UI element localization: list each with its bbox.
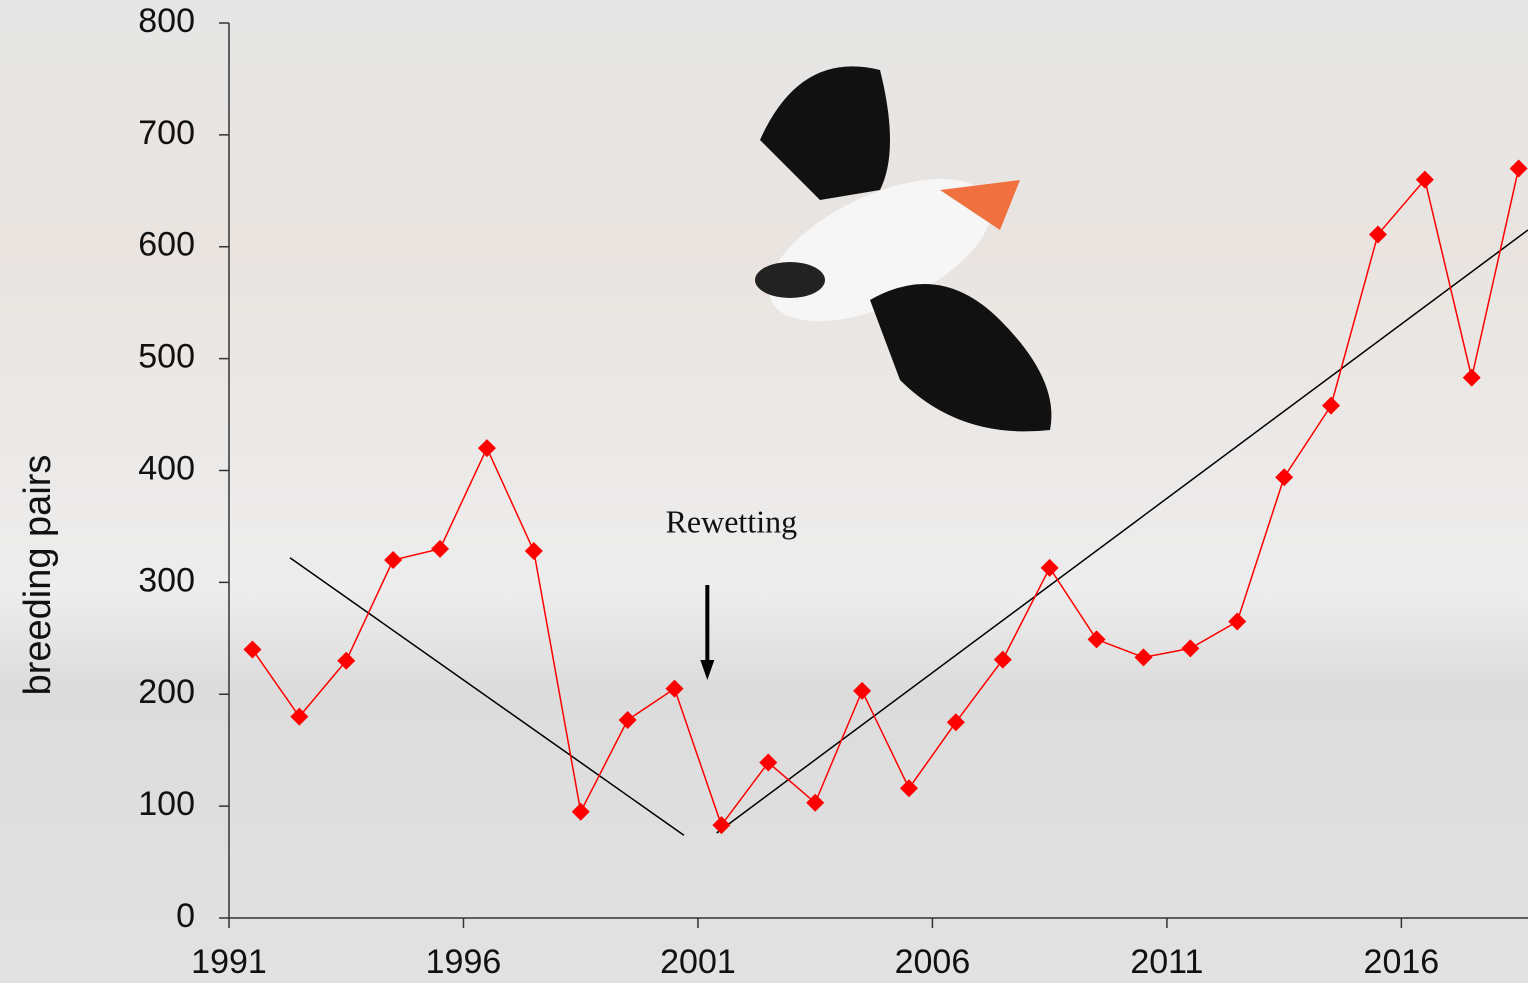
x-tick-label: 2016 (1364, 943, 1440, 981)
y-tick-label: 0 (176, 897, 195, 935)
y-tick-label: 600 (138, 226, 195, 264)
x-tick-label: 2001 (660, 943, 736, 981)
y-tick-label: 800 (138, 2, 195, 40)
annotation: Rewetting (666, 503, 798, 539)
y-tick-label: 200 (138, 673, 195, 711)
x-tick-label: 2006 (895, 943, 971, 981)
y-axis-label: breeding pairs (17, 455, 59, 696)
y-tick-label: 100 (138, 785, 195, 823)
y-tick-label: 400 (138, 449, 195, 487)
x-tick-label: 2011 (1130, 943, 1203, 981)
y-tick-label: 300 (138, 561, 195, 599)
y-tick-label: 700 (138, 114, 195, 152)
chart: breeding pairs 0 100 200 300 400 500 600 700 800… (0, 0, 1528, 983)
y-tick-label: 500 (138, 338, 195, 376)
x-tick-label: 1996 (426, 943, 502, 981)
x-tick-label: 1991 (191, 943, 267, 981)
